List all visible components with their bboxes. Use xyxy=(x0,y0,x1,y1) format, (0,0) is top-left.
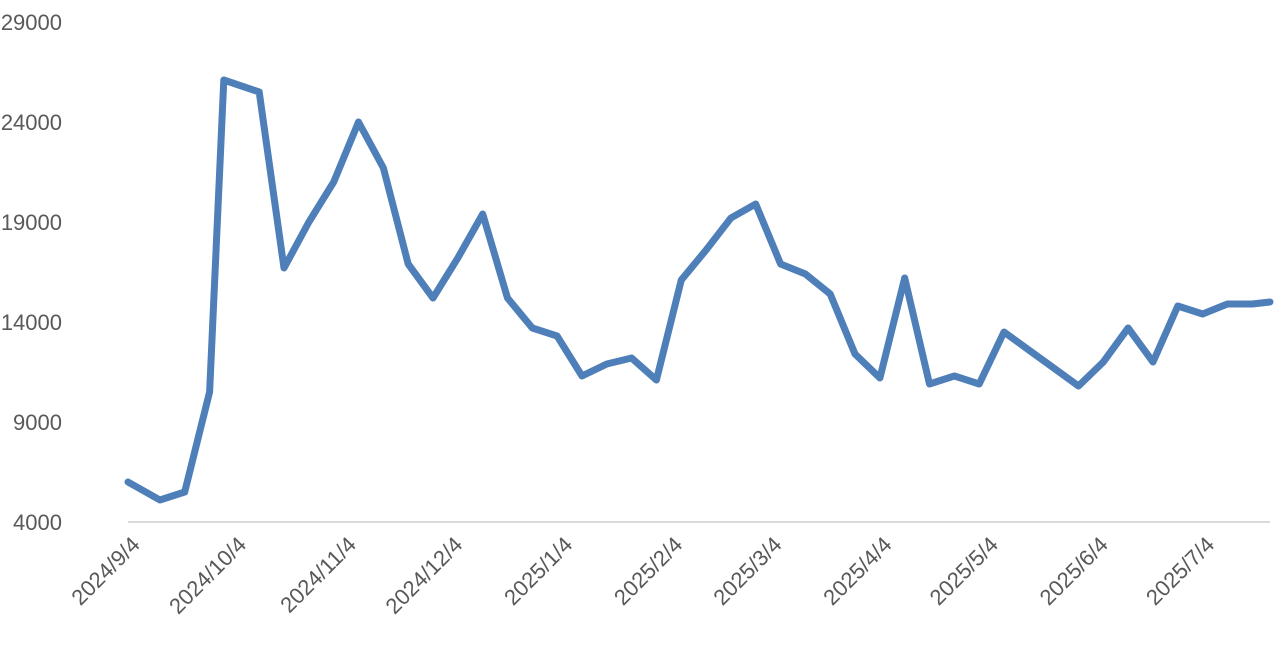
data-point xyxy=(1150,359,1156,365)
x-tick-label: 2025/5/4 xyxy=(925,532,1003,610)
data-point xyxy=(181,489,188,495)
data-point xyxy=(951,373,958,379)
y-tick-label: 19000 xyxy=(1,210,62,235)
data-point xyxy=(125,479,131,485)
x-tick-label: 2024/11/4 xyxy=(275,532,361,618)
data-point xyxy=(1100,359,1107,365)
x-tick-label: 2024/9/4 xyxy=(66,532,144,610)
data-point xyxy=(238,83,245,89)
data-point xyxy=(1001,329,1007,335)
x-tick-label: 2025/7/4 xyxy=(1141,532,1219,610)
data-point xyxy=(206,389,213,395)
data-point xyxy=(1050,365,1057,371)
data-point xyxy=(777,261,784,267)
data-point xyxy=(1224,301,1231,307)
data-point xyxy=(1249,301,1256,307)
data-point xyxy=(1075,383,1082,389)
data-point xyxy=(454,255,461,261)
series-line xyxy=(124,76,1274,504)
data-point xyxy=(752,201,759,207)
data-point xyxy=(430,295,436,301)
data-point xyxy=(330,179,337,185)
data-point xyxy=(802,271,809,277)
data-point xyxy=(852,351,858,357)
data-point xyxy=(976,381,983,387)
data-point xyxy=(1199,311,1206,317)
data-point xyxy=(405,261,412,267)
data-point xyxy=(1025,347,1032,353)
data-point xyxy=(281,265,287,271)
data-point xyxy=(727,215,734,221)
data-point xyxy=(827,291,834,297)
x-tick-label: 2024/10/4 xyxy=(164,532,251,619)
data-point xyxy=(554,333,561,339)
x-tick-label: 2025/1/4 xyxy=(499,532,577,610)
data-point xyxy=(305,219,312,225)
y-tick-label: 29000 xyxy=(1,10,62,35)
x-tick-label: 2025/6/4 xyxy=(1035,532,1113,610)
data-point xyxy=(876,375,883,381)
data-point xyxy=(653,377,660,383)
x-tick-label: 2024/12/4 xyxy=(380,532,467,619)
y-axis-tick-labels: 4000 9000 14000 19000 24000 29000 xyxy=(1,10,62,535)
y-tick-label: 9000 xyxy=(13,410,62,435)
data-point xyxy=(678,277,685,283)
x-tick-label: 2025/3/4 xyxy=(708,532,786,610)
data-point xyxy=(1267,299,1273,305)
x-tick-label: 2025/4/4 xyxy=(818,532,896,610)
data-point xyxy=(529,325,536,331)
y-tick-label: 14000 xyxy=(1,310,62,335)
series-group xyxy=(124,76,1274,504)
data-point xyxy=(504,295,511,301)
data-point xyxy=(479,211,486,217)
data-point xyxy=(256,89,263,95)
x-axis-tick-labels: 2024/9/4 2024/10/4 2024/11/4 2024/12/4 2025/… xyxy=(66,532,1219,619)
y-tick-label: 24000 xyxy=(1,110,62,135)
data-point xyxy=(220,77,227,83)
data-point xyxy=(579,373,585,379)
x-tick-label: 2025/2/4 xyxy=(609,532,687,610)
data-point xyxy=(132,483,139,489)
data-point xyxy=(926,381,933,387)
data-point xyxy=(628,355,635,361)
data-point xyxy=(603,361,610,367)
data-point xyxy=(1125,325,1132,331)
data-point xyxy=(901,275,908,281)
data-point xyxy=(1174,303,1181,309)
data-point xyxy=(355,119,362,125)
data-point xyxy=(156,497,163,503)
data-point xyxy=(380,165,387,171)
data-point xyxy=(703,247,710,253)
y-tick-label: 4000 xyxy=(13,510,62,535)
